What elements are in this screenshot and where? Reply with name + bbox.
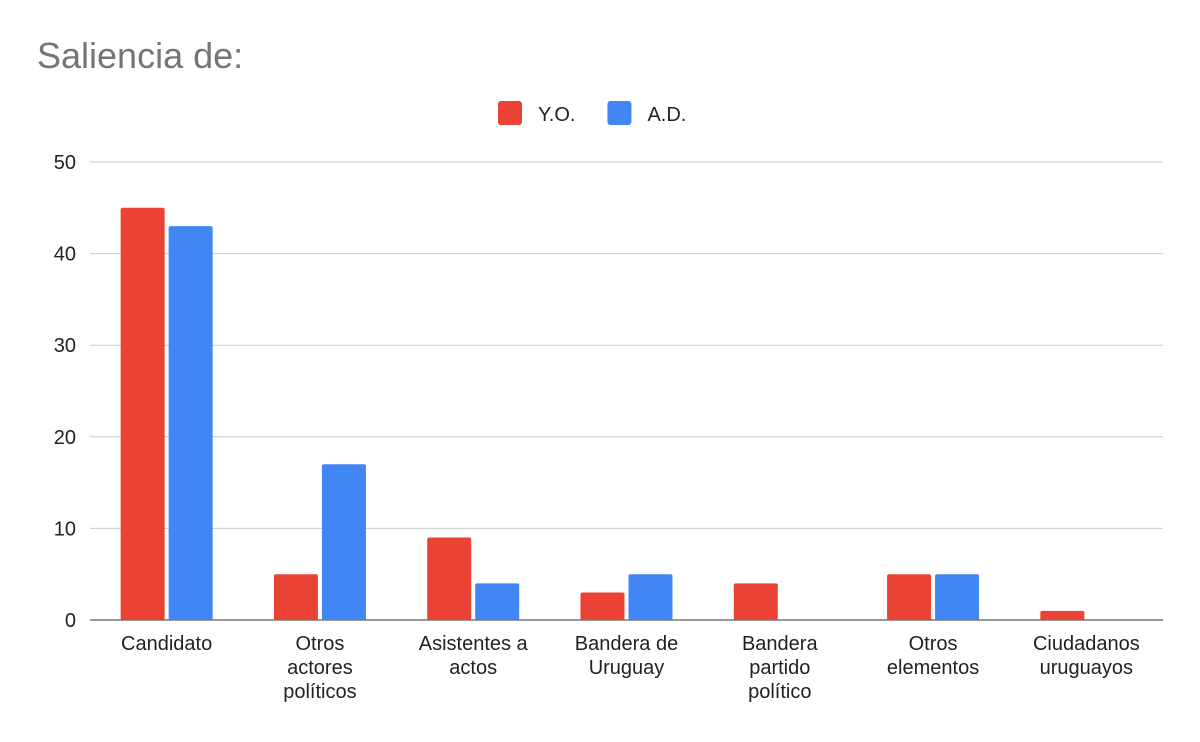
bar	[427, 537, 472, 620]
bar	[273, 574, 318, 620]
bar	[580, 592, 625, 620]
x-tick-label: Asistentes a actos	[419, 633, 529, 679]
x-tick-label: Ciudadanos uruguayos	[1033, 633, 1140, 679]
legend-label: Y.O.	[538, 104, 575, 126]
x-tick-label: Bandera de Uruguay	[575, 633, 678, 679]
bar	[475, 583, 520, 620]
y-tick-label: 20	[54, 427, 76, 449]
bar	[628, 574, 673, 620]
bar	[321, 464, 366, 620]
bar	[733, 583, 778, 620]
x-tick-label: Bandera partido político	[742, 633, 818, 703]
x-tick-label: Otros elementos	[887, 633, 979, 679]
legend-label: A.D.	[647, 104, 686, 126]
y-tick-label: 40	[54, 244, 76, 266]
bar	[1040, 610, 1085, 620]
chart-title: Saliencia de:	[37, 35, 243, 76]
bar	[120, 207, 165, 621]
y-tick-label: 50	[54, 152, 76, 174]
y-tick-label: 10	[54, 518, 76, 540]
legend-swatch	[498, 101, 522, 125]
bar	[887, 574, 932, 620]
bar	[935, 574, 980, 620]
y-tick-label: 0	[65, 610, 76, 632]
y-tick-label: 30	[54, 335, 76, 357]
x-tick-label: Candidato	[121, 633, 212, 655]
x-tick-label: Otros actores políticos	[283, 633, 356, 703]
bar	[168, 226, 213, 620]
legend-swatch	[607, 101, 632, 125]
